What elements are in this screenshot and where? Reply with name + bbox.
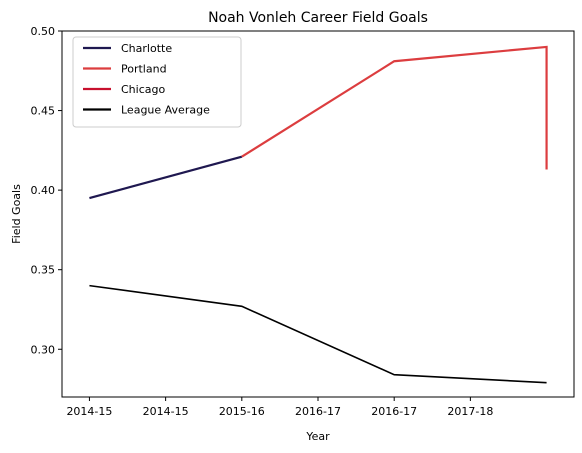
y-axis: 0.30 0.35 0.40 0.45 0.50 xyxy=(31,25,62,356)
y-tick-label: 0.40 xyxy=(31,184,56,197)
series-line-3 xyxy=(89,284,547,384)
series-line-0 xyxy=(89,155,243,200)
legend-label: League Average xyxy=(121,104,210,117)
y-tick-label: 0.45 xyxy=(31,105,56,118)
x-tick-label: 2015-16 xyxy=(219,405,265,418)
series-line-1 xyxy=(241,45,548,170)
y-tick-label: 0.30 xyxy=(31,343,56,356)
legend-label: Charlotte xyxy=(121,42,172,55)
x-tick-label: 2016-17 xyxy=(371,405,417,418)
legend-label: Portland xyxy=(121,63,167,76)
legend-label: Chicago xyxy=(121,83,165,96)
legend: Charlotte Portland Chicago League Average xyxy=(72,36,242,128)
chart-title: Noah Vonleh Career Field Goals xyxy=(208,10,428,26)
x-tick-label: 2017-18 xyxy=(447,405,493,418)
y-tick-label: 0.50 xyxy=(31,25,56,38)
y-tick-label: 0.35 xyxy=(31,264,56,277)
x-axis-label: Year xyxy=(305,430,330,443)
y-axis-label: Field Goals xyxy=(10,184,23,244)
plot-area xyxy=(89,45,548,384)
x-tick-label: 2016-17 xyxy=(295,405,341,418)
x-axis: 2014-15 2014-15 2015-16 2016-17 2016-17 2017-… xyxy=(66,397,493,418)
x-tick-label: 2014-15 xyxy=(66,405,112,418)
legend-box xyxy=(72,36,242,128)
x-tick-label: 2014-15 xyxy=(143,405,189,418)
